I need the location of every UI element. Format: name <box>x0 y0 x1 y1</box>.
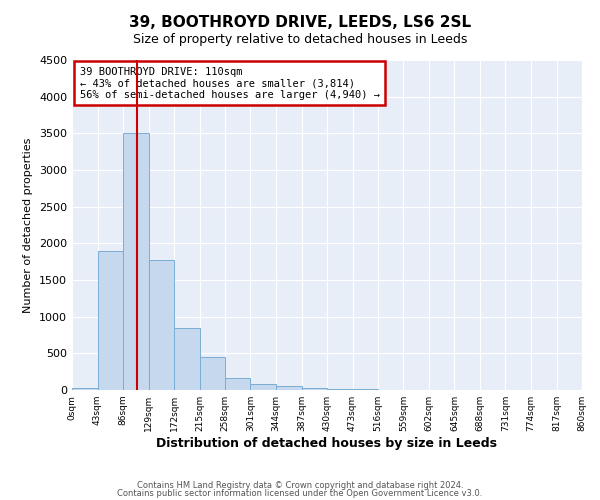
Bar <box>327 388 353 390</box>
Text: Contains public sector information licensed under the Open Government Licence v3: Contains public sector information licen… <box>118 489 482 498</box>
Bar <box>225 378 251 390</box>
Bar <box>174 328 199 390</box>
Text: Size of property relative to detached houses in Leeds: Size of property relative to detached ho… <box>133 32 467 46</box>
Text: 39 BOOTHROYD DRIVE: 110sqm
← 43% of detached houses are smaller (3,814)
56% of s: 39 BOOTHROYD DRIVE: 110sqm ← 43% of deta… <box>80 66 380 100</box>
Bar <box>149 260 174 390</box>
Text: Contains HM Land Registry data © Crown copyright and database right 2024.: Contains HM Land Registry data © Crown c… <box>137 480 463 490</box>
Bar <box>72 388 97 390</box>
Y-axis label: Number of detached properties: Number of detached properties <box>23 138 34 312</box>
Bar <box>123 134 149 390</box>
Bar <box>199 357 225 390</box>
Bar <box>251 384 276 390</box>
Bar <box>97 250 123 390</box>
Text: 39, BOOTHROYD DRIVE, LEEDS, LS6 2SL: 39, BOOTHROYD DRIVE, LEEDS, LS6 2SL <box>129 15 471 30</box>
Bar <box>276 386 302 390</box>
Bar <box>302 388 327 390</box>
X-axis label: Distribution of detached houses by size in Leeds: Distribution of detached houses by size … <box>157 437 497 450</box>
